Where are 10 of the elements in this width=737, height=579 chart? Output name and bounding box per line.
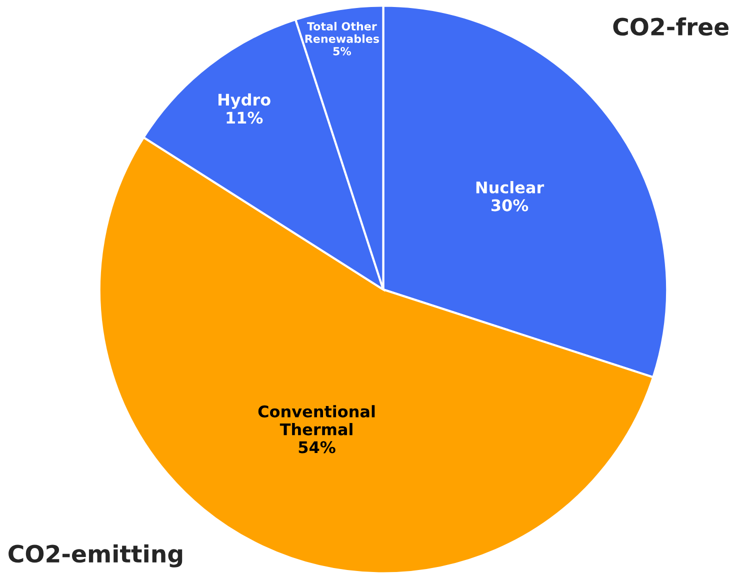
- data-label: 11%: [226, 112, 263, 124]
- data-label: 5%: [333, 46, 352, 56]
- text: CO2-free: [613, 17, 728, 36]
- slice-label: Nuclear: [476, 181, 544, 194]
- slice-label: Total Other Renewables: [305, 22, 380, 43]
- data-label: 30%: [491, 199, 528, 212]
- data-label: 54%: [298, 441, 336, 454]
- slice-label: Conventional Thermal: [258, 405, 375, 436]
- text: CO2-emitting: [8, 544, 182, 568]
- slice-label: Hydro: [218, 93, 270, 109]
